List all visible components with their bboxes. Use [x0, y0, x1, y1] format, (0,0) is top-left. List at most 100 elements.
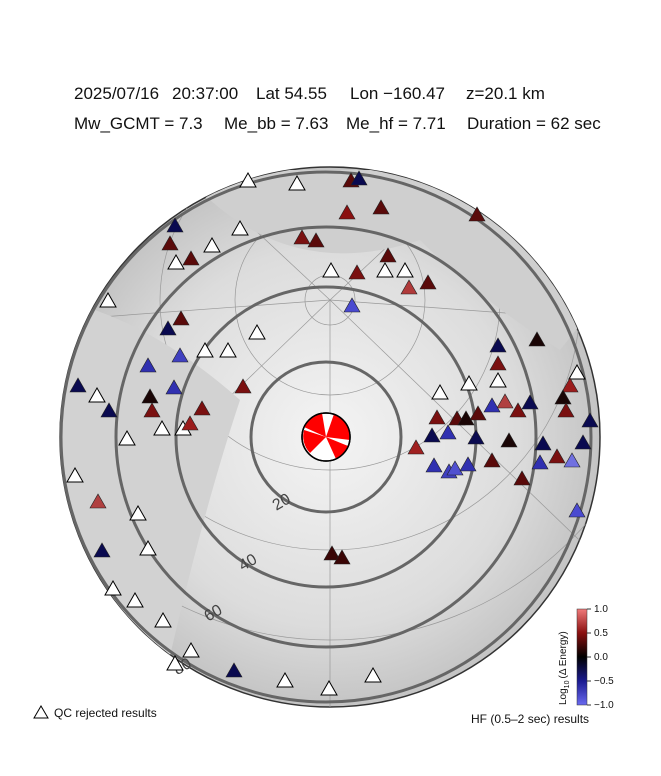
colorbar-tick-label: 0.0	[594, 652, 608, 663]
station	[307, 232, 325, 248]
station	[364, 666, 382, 683]
station	[153, 419, 171, 436]
ring-label: 40	[236, 551, 260, 575]
lon: Lon −160.47	[350, 84, 445, 103]
stations	[66, 170, 599, 696]
station	[469, 405, 487, 421]
station	[104, 579, 122, 596]
station	[172, 310, 190, 326]
station	[513, 470, 531, 486]
station	[154, 611, 172, 628]
station	[196, 341, 214, 358]
ring-label: 20	[270, 491, 294, 515]
station	[554, 389, 572, 405]
station	[139, 539, 157, 556]
station	[489, 355, 507, 371]
header: 2025/07/16 20:37:00 Lat 54.55 Lon −160.4…	[74, 84, 601, 133]
station	[496, 393, 514, 409]
station	[239, 171, 257, 188]
station	[457, 410, 475, 426]
station	[338, 204, 356, 220]
station	[428, 409, 446, 425]
station	[99, 291, 117, 308]
me-hf: Me_hf = 7.71	[346, 114, 446, 133]
station	[379, 247, 397, 263]
station	[460, 374, 478, 391]
station	[376, 261, 394, 278]
station	[521, 394, 539, 410]
station	[166, 217, 184, 233]
colorbar-tick-label: −1.0	[594, 700, 614, 711]
duration: Duration = 62 sec	[467, 114, 601, 133]
station	[531, 454, 549, 470]
lat: Lat 54.55	[256, 84, 327, 103]
station	[439, 424, 457, 440]
station	[322, 261, 340, 278]
station	[467, 429, 485, 445]
station	[293, 229, 311, 245]
station	[161, 235, 179, 251]
station	[534, 435, 552, 451]
station	[561, 377, 579, 393]
station	[159, 320, 177, 336]
colorbar-tick-label: 1.0	[594, 604, 608, 615]
station	[320, 679, 338, 696]
globe: 20 40 60 80	[59, 166, 601, 708]
station	[459, 456, 477, 472]
station	[181, 415, 199, 431]
station	[350, 170, 368, 186]
station	[400, 279, 418, 295]
station	[574, 434, 592, 450]
mw: Mw_GCMT = 7.3	[74, 114, 203, 133]
station	[248, 323, 266, 340]
legend-qc: QC rejected results	[33, 705, 157, 720]
colorbar: Log10 (Δ Energy) 1.0 0.5 0.0 −0.5 −1.0	[558, 604, 614, 711]
colorbar-label-sub: 10	[564, 680, 571, 688]
colorbar-label-rest: (Δ Energy)	[558, 631, 569, 678]
station	[568, 502, 586, 518]
station	[483, 397, 501, 413]
station	[143, 402, 161, 418]
station	[489, 371, 507, 388]
colorbar-label: Log10 (Δ Energy)	[558, 631, 571, 705]
station	[129, 504, 147, 521]
station	[225, 662, 243, 678]
station	[288, 174, 306, 191]
station	[548, 448, 566, 464]
station	[396, 261, 414, 278]
station	[372, 199, 390, 215]
colorbar-tick-label: 0.5	[594, 628, 608, 639]
station	[419, 274, 437, 290]
station	[489, 337, 507, 353]
station	[425, 457, 443, 473]
station	[139, 357, 157, 373]
me-bb: Me_bb = 7.63	[224, 114, 328, 133]
station	[203, 236, 221, 253]
station	[66, 466, 84, 483]
station	[581, 412, 599, 428]
station	[557, 402, 575, 418]
station	[333, 549, 351, 565]
station	[348, 264, 366, 280]
colorbar-label-base: Log	[558, 688, 569, 705]
legend-qc-text: QC rejected results	[54, 706, 157, 720]
station	[423, 427, 441, 443]
beachball	[301, 412, 351, 462]
time: 20:37:00	[172, 84, 238, 103]
station	[126, 591, 144, 608]
station	[431, 383, 449, 400]
station	[193, 400, 211, 416]
station	[166, 654, 184, 671]
station	[118, 429, 136, 446]
station	[219, 341, 237, 358]
station	[167, 253, 185, 270]
ring-label: 60	[201, 602, 225, 626]
station	[528, 331, 546, 347]
station	[231, 219, 249, 236]
station	[234, 378, 252, 394]
station	[563, 452, 581, 468]
station	[141, 388, 159, 404]
station	[88, 386, 106, 403]
station	[93, 542, 111, 558]
station	[276, 671, 294, 688]
